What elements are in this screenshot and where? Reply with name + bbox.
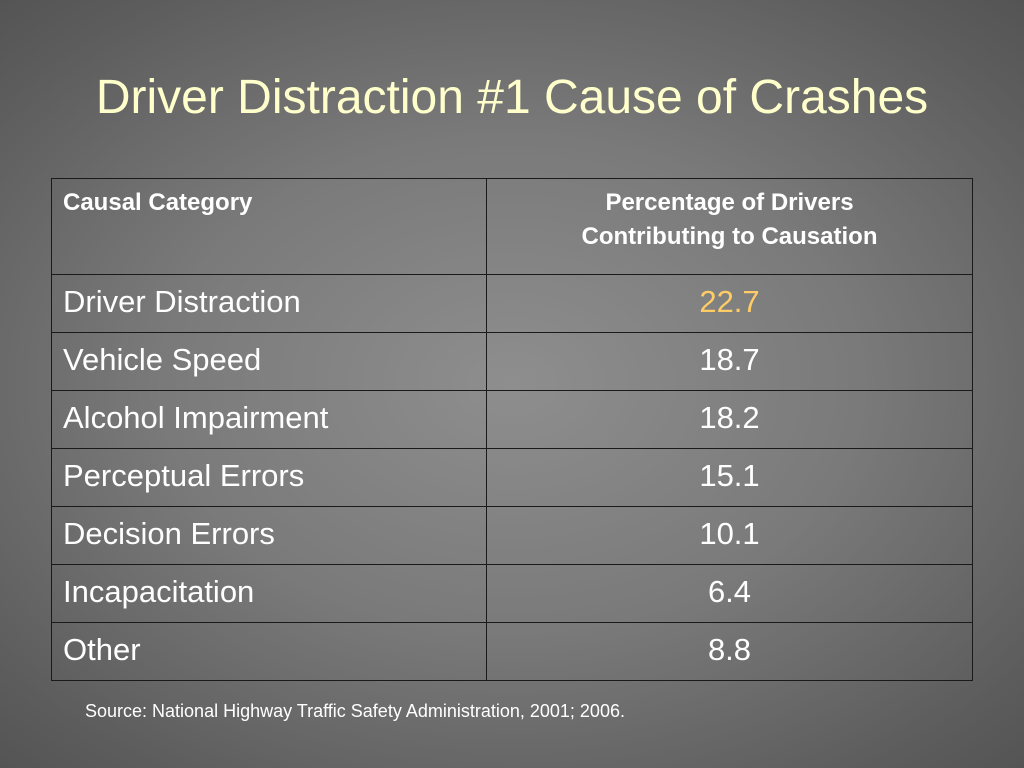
value-cell: 18.7 [486, 332, 973, 391]
source-citation: Source: National Highway Traffic Safety … [85, 701, 625, 721]
causation-table: Causal Category Percentage of Drivers Co… [51, 178, 973, 681]
table-header-row: Causal Category Percentage of Drivers Co… [51, 178, 973, 275]
value-cell: 10.1 [486, 506, 973, 565]
header-causal-category: Causal Category [51, 178, 487, 275]
table-row: Incapacitation 6.4 [51, 564, 973, 623]
value-cell: 8.8 [486, 622, 973, 681]
category-cell: Alcohol Impairment [51, 390, 487, 449]
header-percentage-line1: Percentage of Drivers [605, 189, 854, 216]
table-row: Other 8.8 [51, 622, 973, 681]
header-percentage-line2: Contributing to Causation [581, 223, 878, 250]
category-cell: Other [51, 622, 487, 681]
category-cell: Perceptual Errors [51, 448, 487, 507]
value-cell: 18.2 [486, 390, 973, 449]
value-cell: 15.1 [486, 448, 973, 507]
value-cell: 6.4 [486, 564, 973, 623]
category-cell: Driver Distraction [51, 274, 487, 333]
table-row: Alcohol Impairment 18.2 [51, 390, 973, 449]
table-row: Driver Distraction 22.7 [51, 274, 973, 333]
slide-title: Driver Distraction #1 Cause of Crashes [95, 71, 929, 124]
category-cell: Vehicle Speed [51, 332, 487, 391]
category-cell: Decision Errors [51, 506, 487, 565]
table-row: Perceptual Errors 15.1 [51, 448, 973, 507]
value-cell-highlighted: 22.7 [486, 274, 973, 333]
table-row: Vehicle Speed 18.7 [51, 332, 973, 391]
header-percentage: Percentage of Drivers Contributing to Ca… [486, 178, 973, 275]
category-cell: Incapacitation [51, 564, 487, 623]
table-row: Decision Errors 10.1 [51, 506, 973, 565]
